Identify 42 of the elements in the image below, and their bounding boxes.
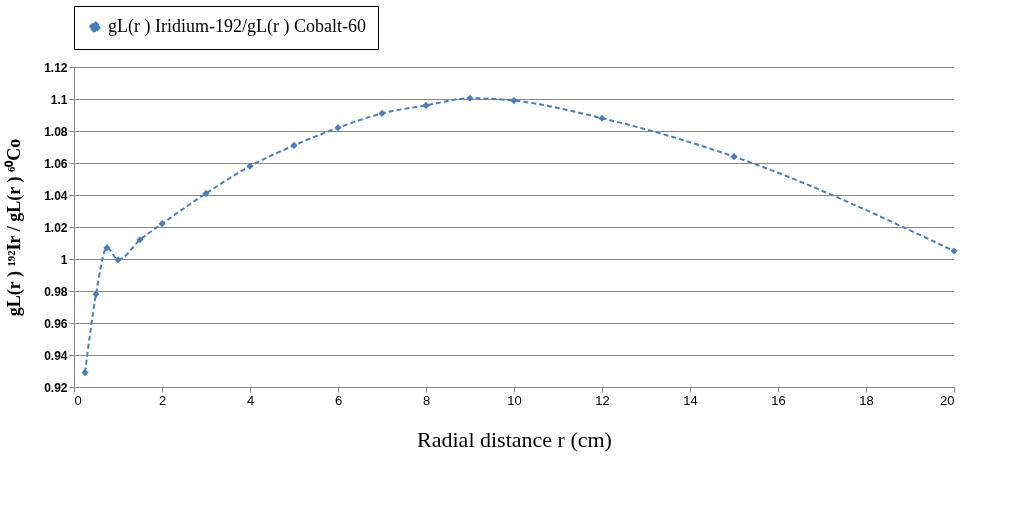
point xyxy=(158,220,166,228)
point xyxy=(202,189,210,197)
point xyxy=(422,101,430,109)
y-axis-title: gL(r ) ¹⁹²Ir / gL(r ) ⁶⁰Co xyxy=(4,138,26,317)
point xyxy=(81,369,89,377)
y-tick-label: 1.08 xyxy=(44,124,68,139)
y-tick-label: 0.94 xyxy=(44,348,68,363)
point xyxy=(246,162,254,170)
y-tick-label: 0.98 xyxy=(44,284,68,299)
x-tick-label: 6 xyxy=(334,392,343,408)
x-tick-label: 20 xyxy=(940,392,955,408)
x-axis-title: Radial distance r (cm) xyxy=(417,426,612,452)
point xyxy=(598,114,606,122)
y-tick-label: 1.1 xyxy=(50,92,68,107)
x-tick-label: 4 xyxy=(246,392,255,408)
x-tick-label: 12 xyxy=(595,392,610,408)
x-tick-label: 2 xyxy=(158,392,167,408)
point xyxy=(466,94,474,102)
x-tick-label: 0 xyxy=(74,392,82,408)
y-tick-label: 0.96 xyxy=(44,316,68,331)
point xyxy=(510,97,518,105)
y-tick-label: 1.02 xyxy=(44,220,68,235)
point xyxy=(103,244,111,252)
x-tick-label: 18 xyxy=(859,392,874,408)
y-tick-label: 1.06 xyxy=(44,156,68,171)
y-tick-label: 0.92 xyxy=(44,380,68,395)
point xyxy=(334,124,342,132)
point xyxy=(290,141,298,149)
y-tick-label: 1.12 xyxy=(44,60,68,75)
point xyxy=(136,236,144,244)
point xyxy=(950,247,958,255)
x-tick-label: 8 xyxy=(422,392,431,408)
point xyxy=(92,290,100,298)
x-tick-label: 16 xyxy=(771,392,786,408)
y-tick-label: 1 xyxy=(60,252,68,267)
point xyxy=(114,256,122,264)
x-tick-label: 14 xyxy=(683,392,698,408)
point xyxy=(378,109,386,117)
point xyxy=(730,153,738,161)
legend-label: gL(r ) Iridium-192/gL(r ) Cobalt-60 xyxy=(108,16,366,37)
y-tick-label: 1.04 xyxy=(44,188,68,203)
x-tick-label: 10 xyxy=(507,392,522,408)
